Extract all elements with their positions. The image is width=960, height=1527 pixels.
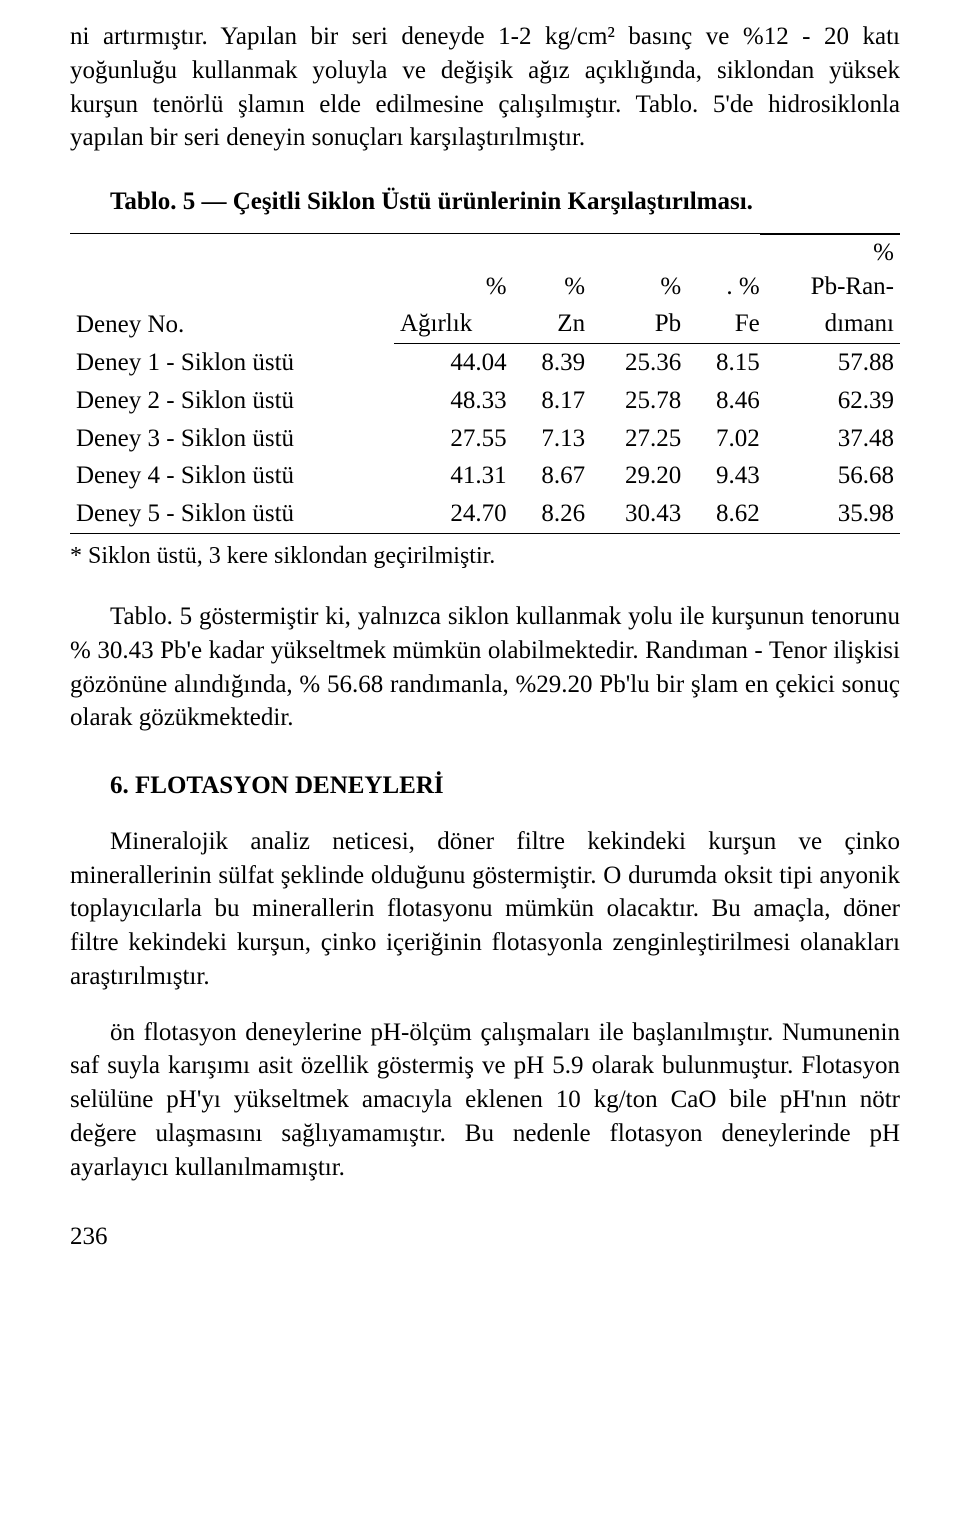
table-5: Deney No. % % % . % % Pb-Ran- Ağırlık Zn… xyxy=(70,233,900,534)
table-row: Deney 2 - Siklon üstü 48.33 8.17 25.78 8… xyxy=(70,382,900,420)
cell-rand: 37.48 xyxy=(766,420,900,458)
after-table-paragraph: Tablo. 5 göstermiştir ki, yalnızca siklo… xyxy=(70,600,900,735)
col-rand-mid: Pb-Ran- xyxy=(811,273,894,300)
cell-fe: 7.02 xyxy=(687,420,766,458)
col-agirlik-bot: Ağırlık xyxy=(394,305,513,343)
col-zn-top: % xyxy=(513,233,592,305)
cell-zn: 8.39 xyxy=(513,344,592,382)
col-agirlik-top: % xyxy=(394,233,513,305)
cell-pb: 25.36 xyxy=(591,344,687,382)
col-rand-bot: dımanı xyxy=(766,305,900,343)
col-fe-bot: Fe xyxy=(687,305,766,343)
cell-pb: 30.43 xyxy=(591,495,687,533)
col-rand-top-pct: % xyxy=(873,239,894,266)
cell-pb: 25.78 xyxy=(591,382,687,420)
cell-zn: 7.13 xyxy=(513,420,592,458)
flot-paragraph-2: ön flotasyon deneylerine pH-ölçüm çalışm… xyxy=(70,1016,900,1185)
cell-zn: 8.67 xyxy=(513,457,592,495)
cell-rand: 57.88 xyxy=(766,344,900,382)
col-pb-top: % xyxy=(591,233,687,305)
cell-label: Deney 3 - Siklon üstü xyxy=(70,420,394,458)
col-rand-top: % Pb-Ran- xyxy=(766,233,900,305)
cell-ag: 27.55 xyxy=(394,420,513,458)
cell-pb: 27.25 xyxy=(591,420,687,458)
cell-label: Deney 1 - Siklon üstü xyxy=(70,344,394,382)
cell-fe: 8.46 xyxy=(687,382,766,420)
cell-fe: 8.62 xyxy=(687,495,766,533)
cell-ag: 24.70 xyxy=(394,495,513,533)
col-fe-top: . % xyxy=(687,233,766,305)
cell-ag: 44.04 xyxy=(394,344,513,382)
cell-rand: 62.39 xyxy=(766,382,900,420)
table-footnote: * Siklon üstü, 3 kere siklondan geçirilm… xyxy=(70,540,900,572)
section-6-heading: 6. FLOTASYON DENEYLERİ xyxy=(70,769,900,803)
col-zn-bot: Zn xyxy=(513,305,592,343)
cell-label: Deney 2 - Siklon üstü xyxy=(70,382,394,420)
cell-ag: 48.33 xyxy=(394,382,513,420)
cell-fe: 8.15 xyxy=(687,344,766,382)
intro-paragraph: ni artırmıştır. Yapılan bir seri deneyde… xyxy=(70,20,900,155)
cell-pb: 29.20 xyxy=(591,457,687,495)
col-deney-no: Deney No. xyxy=(70,233,394,343)
cell-fe: 9.43 xyxy=(687,457,766,495)
cell-zn: 8.26 xyxy=(513,495,592,533)
cell-label: Deney 5 - Siklon üstü xyxy=(70,495,394,533)
table-row: Deney 3 - Siklon üstü 27.55 7.13 27.25 7… xyxy=(70,420,900,458)
cell-rand: 56.68 xyxy=(766,457,900,495)
cell-rand: 35.98 xyxy=(766,495,900,533)
cell-ag: 41.31 xyxy=(394,457,513,495)
cell-label: Deney 4 - Siklon üstü xyxy=(70,457,394,495)
table-row: Deney 1 - Siklon üstü 44.04 8.39 25.36 8… xyxy=(70,344,900,382)
table-row: Deney 5 - Siklon üstü 24.70 8.26 30.43 8… xyxy=(70,495,900,533)
flot-paragraph-1: Mineralojik analiz neticesi, döner filtr… xyxy=(70,825,900,994)
page-number: 236 xyxy=(70,1220,900,1254)
cell-zn: 8.17 xyxy=(513,382,592,420)
table-title: Tablo. 5 — Çeşitli Siklon Üstü ürünlerin… xyxy=(70,185,900,219)
col-pb-bot: Pb xyxy=(591,305,687,343)
table-row: Deney 4 - Siklon üstü 41.31 8.67 29.20 9… xyxy=(70,457,900,495)
